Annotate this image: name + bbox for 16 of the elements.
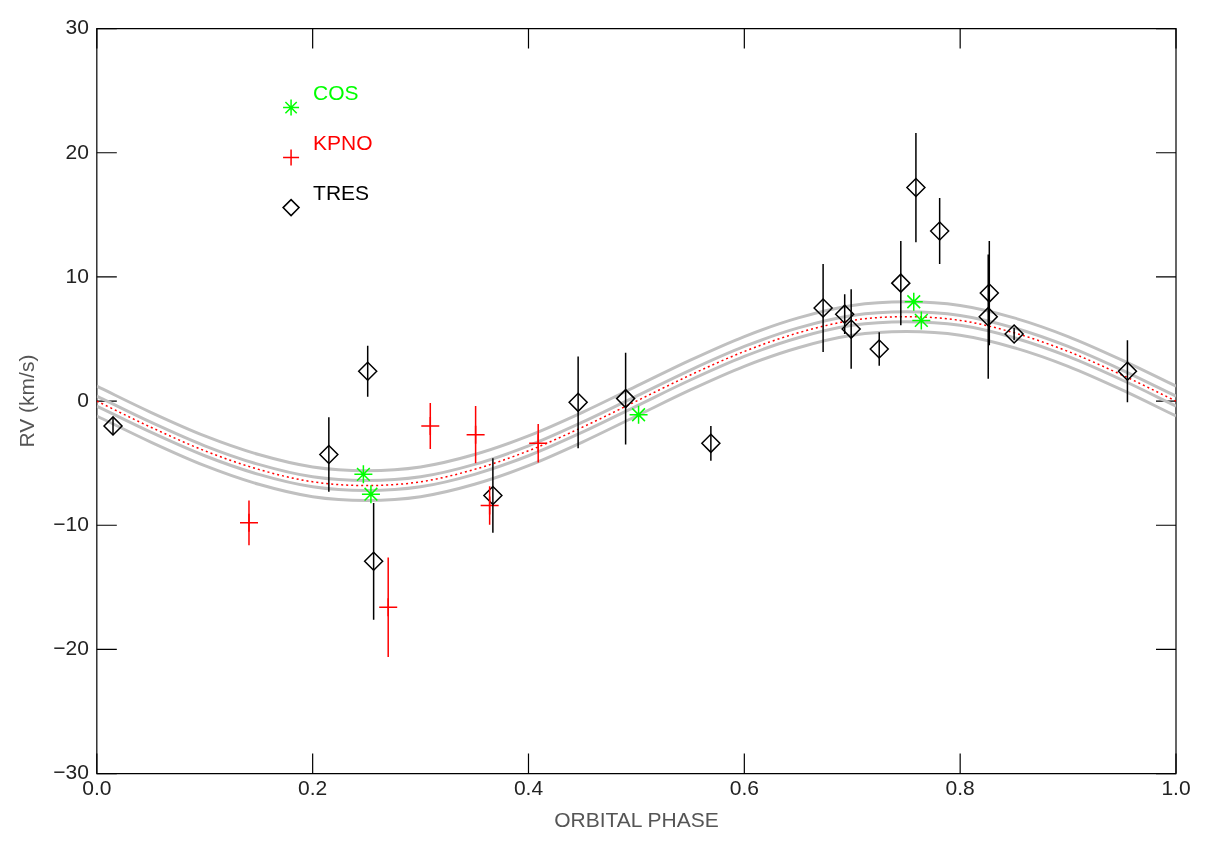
x-axis-title: ORBITAL PHASE	[554, 808, 719, 832]
x-tick-label: 0.8	[945, 776, 975, 799]
legend-label: KPNO	[313, 131, 373, 155]
y-tick-label: −20	[53, 636, 89, 660]
legend-label: COS	[313, 81, 359, 105]
x-tick-label: 0.2	[298, 776, 328, 799]
legend-label: TRES	[313, 181, 370, 205]
x-tick-label: 0.4	[513, 776, 544, 799]
y-tick-label: 30	[65, 15, 89, 39]
x-tick-label: 0.6	[729, 776, 759, 799]
y-axis-title: RV (km/s)	[15, 354, 39, 448]
y-tick-label: 0	[77, 387, 89, 411]
x-tick-label: 1.0	[1161, 776, 1191, 799]
y-tick-label: 10	[65, 263, 89, 287]
y-tick-label: −10	[53, 512, 89, 536]
y-tick-label: 20	[65, 139, 89, 163]
